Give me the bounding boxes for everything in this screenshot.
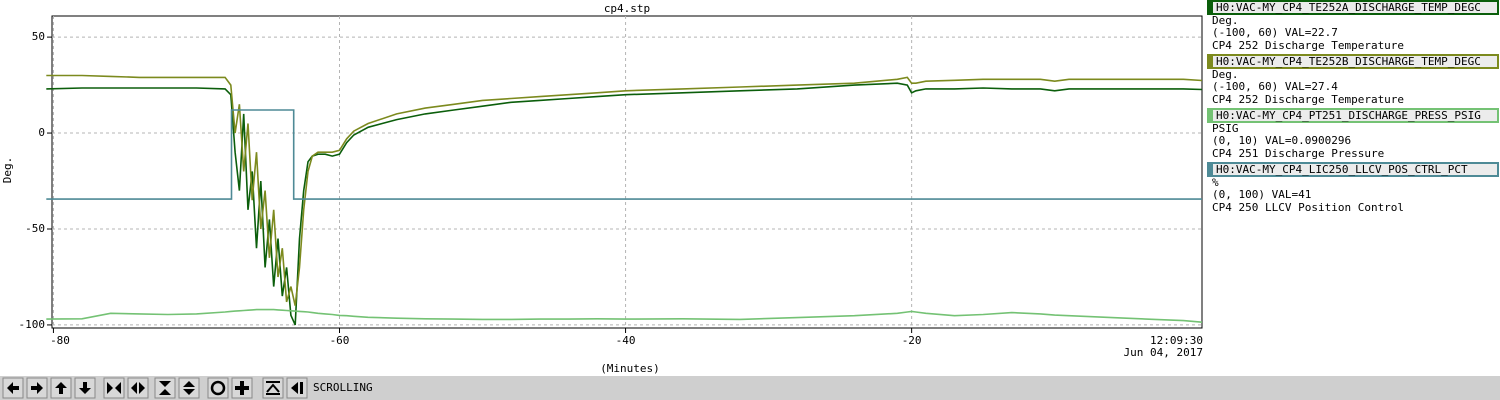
x-axis-label: (Minutes) — [600, 362, 660, 375]
y-axis-label: Deg. — [1, 157, 14, 184]
btn-zoom-y-in[interactable] — [154, 377, 176, 399]
legend-info: (-100, 60) VAL=27.4 — [1212, 80, 1338, 93]
x-tick-label: -80 — [50, 334, 70, 347]
legend-entry[interactable]: H0:VAC-MY_CP4_TE252B_DISCHARGE_TEMP_DEGC… — [1207, 54, 1499, 106]
series-line — [46, 308, 1203, 323]
legend-info: (0, 10) VAL=0.0900296 — [1212, 134, 1351, 147]
y-tick-label: -50 — [25, 222, 45, 235]
legend-name: H0:VAC-MY_CP4_LIC250_LLCV_POS_CTRL_PCT — [1216, 163, 1468, 176]
legend-description: CP4 252 Discharge Temperature — [1212, 93, 1404, 106]
legend-units: Deg. — [1212, 14, 1239, 27]
legend-description: CP4 252 Discharge Temperature — [1212, 39, 1404, 52]
btn-right[interactable] — [26, 377, 48, 399]
legend-entry[interactable]: H0:VAC-MY_CP4_LIC250_LLCV_POS_CTRL_PCT%(… — [1207, 162, 1499, 214]
x-tick-label: -40 — [616, 334, 636, 347]
series-line — [46, 74, 1203, 306]
plot-frame — [51, 15, 1203, 329]
chart-title: cp4.stp — [604, 2, 650, 15]
btn-zoom-x-in[interactable] — [103, 377, 125, 399]
x-tick-label: -60 — [330, 334, 350, 347]
legend-color-strip — [1208, 55, 1213, 68]
btn-add[interactable] — [231, 377, 253, 399]
legend-entry[interactable]: H0:VAC-MY_CP4_TE252A_DISCHARGE_TEMP_DEGC… — [1207, 0, 1499, 52]
btn-down[interactable] — [74, 377, 96, 399]
status-text: SCROLLING — [313, 381, 373, 394]
time-label: 12:09:30 — [1150, 334, 1203, 347]
series-line — [46, 109, 1202, 200]
y-tick-label: 0 — [38, 126, 45, 139]
btn-reset[interactable] — [207, 377, 229, 399]
legend-units: Deg. — [1212, 68, 1239, 81]
legend-units: PSIG — [1212, 122, 1239, 135]
legend-name: H0:VAC-MY_CP4_PT251_DISCHARGE_PRESS_PSIG — [1216, 109, 1481, 122]
legend-name: H0:VAC-MY_CP4_TE252B_DISCHARGE_TEMP_DEGC — [1216, 55, 1481, 68]
legend-description: CP4 250 LLCV Position Control — [1212, 201, 1404, 214]
toolbar: SCROLLING — [0, 376, 1500, 400]
btn-zoom-y-out[interactable] — [178, 377, 200, 399]
btn-scroll[interactable] — [286, 377, 308, 399]
legend-description: CP4 251 Discharge Pressure — [1212, 147, 1384, 160]
y-tick-label: -100 — [19, 318, 46, 331]
legend-color-strip — [1208, 163, 1213, 176]
legend-color-strip — [1208, 1, 1213, 14]
date-label: Jun 04, 2017 — [1124, 346, 1203, 359]
legend-name: H0:VAC-MY_CP4_TE252A_DISCHARGE_TEMP_DEGC — [1216, 1, 1481, 14]
legend-color-strip — [1208, 109, 1213, 122]
btn-auto-scale[interactable] — [262, 377, 284, 399]
legend-units: % — [1212, 176, 1219, 189]
series-line — [46, 82, 1203, 326]
legend-entry[interactable]: H0:VAC-MY_CP4_PT251_DISCHARGE_PRESS_PSIG… — [1207, 108, 1499, 160]
btn-up[interactable] — [50, 377, 72, 399]
btn-left[interactable] — [2, 377, 24, 399]
y-tick-label: 50 — [32, 30, 45, 43]
legend-info: (0, 100) VAL=41 — [1212, 188, 1311, 201]
x-tick-label: -20 — [902, 334, 922, 347]
legend-info: (-100, 60) VAL=22.7 — [1212, 26, 1338, 39]
btn-zoom-x-out[interactable] — [127, 377, 149, 399]
